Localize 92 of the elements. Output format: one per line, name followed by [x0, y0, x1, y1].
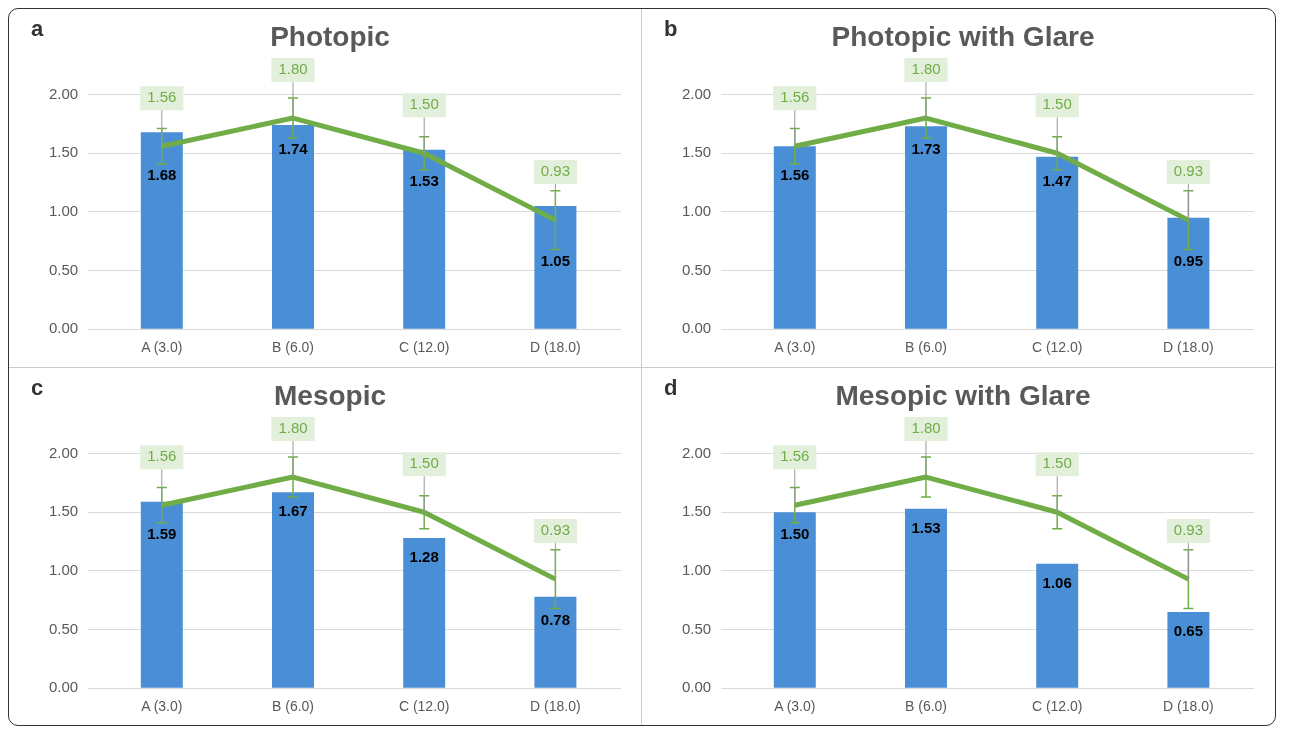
bar	[1167, 611, 1210, 688]
data-label: 1.59	[147, 524, 177, 542]
text: d	[664, 374, 678, 400]
data-label: 1.68	[147, 165, 177, 183]
data-label: 1.67	[278, 501, 308, 519]
y-tick-label: 1.50	[48, 143, 79, 161]
data-label: 0.78	[540, 610, 570, 628]
y-tick-label: 1.00	[681, 202, 712, 220]
data-label: 1.53	[409, 171, 439, 189]
bar	[140, 501, 183, 688]
bar	[272, 125, 314, 329]
data-label: 1.74	[278, 140, 309, 158]
data-label: 1.50	[1042, 95, 1072, 113]
y-tick-label: 0.50	[681, 619, 712, 637]
data-label: 1.56	[780, 165, 810, 183]
y-tick-label: 0.50	[681, 260, 712, 278]
text: a	[31, 16, 44, 42]
x-tick-label: A (3.0)	[774, 697, 816, 714]
bar	[534, 596, 577, 688]
bar	[773, 511, 816, 688]
chart-title: Mesopic with Glare	[835, 379, 1091, 411]
data-label: 0.95	[1173, 251, 1203, 269]
x-tick-label: B (6.0)	[271, 339, 314, 356]
bar	[905, 508, 947, 688]
bar	[534, 206, 577, 329]
y-tick-label: 0.50	[48, 260, 79, 278]
y-tick-label: 1.00	[48, 202, 79, 220]
x-tick-label: B (6.0)	[904, 697, 947, 714]
y-tick-label: 0.00	[681, 677, 712, 695]
data-label: 0.93	[1173, 520, 1203, 538]
data-label: 0.65	[1173, 621, 1203, 639]
chart-title: Photopic with Glare	[831, 20, 1095, 52]
bar	[140, 132, 183, 329]
data-label: 1.28	[409, 547, 439, 565]
x-tick-label: C (12.0)	[398, 697, 450, 714]
x-tick-label: B (6.0)	[271, 697, 314, 714]
data-label: 1.53	[911, 518, 941, 536]
bar	[403, 149, 446, 329]
y-tick-label: 1.50	[681, 501, 712, 519]
data-label: 1.56	[780, 446, 810, 464]
data-label: 1.50	[1042, 453, 1072, 471]
bar	[403, 537, 446, 688]
data-label: 1.80	[278, 60, 308, 78]
data-label: 0.93	[540, 520, 570, 538]
data-label: 1.73	[911, 140, 941, 158]
data-label: 1.50	[780, 524, 810, 542]
y-tick-label: 0.00	[48, 677, 79, 695]
y-tick-label: 0.00	[48, 319, 79, 337]
y-tick-label: 1.50	[681, 143, 712, 161]
bar	[905, 126, 947, 329]
x-tick-label: D (18.0)	[530, 697, 581, 714]
y-tick-label: 0.50	[48, 619, 79, 637]
y-tick-label: 1.00	[681, 560, 712, 578]
bar	[272, 491, 314, 688]
bar	[773, 146, 816, 329]
text: c	[31, 374, 44, 400]
y-tick-label: 2.00	[48, 443, 79, 461]
data-label: 1.05	[540, 251, 570, 269]
x-tick-label: A (3.0)	[774, 339, 816, 356]
y-tick-label: 2.00	[681, 84, 712, 102]
data-label: 1.80	[911, 60, 941, 78]
chart-title: Mesopic	[273, 379, 387, 411]
chart-title: Photopic	[270, 20, 390, 52]
y-tick-label: 1.50	[48, 501, 79, 519]
x-tick-label: A (3.0)	[141, 339, 183, 356]
y-tick-label: 0.00	[681, 319, 712, 337]
x-tick-label: C (12.0)	[1031, 339, 1083, 356]
x-tick-label: A (3.0)	[141, 697, 183, 714]
text: b	[664, 16, 678, 42]
data-label: 1.06	[1042, 573, 1072, 591]
x-tick-label: B (6.0)	[904, 339, 947, 356]
x-tick-label: C (12.0)	[1031, 697, 1083, 714]
y-tick-label: 2.00	[48, 84, 79, 102]
bar	[1036, 156, 1079, 329]
bar	[1167, 217, 1210, 329]
data-label: 1.50	[409, 95, 439, 113]
data-label: 1.80	[911, 418, 941, 436]
x-tick-label: C (12.0)	[398, 339, 450, 356]
x-tick-label: D (18.0)	[1163, 697, 1214, 714]
x-tick-label: D (18.0)	[1163, 339, 1214, 356]
data-label: 1.47	[1042, 171, 1072, 189]
y-tick-label: 1.00	[48, 560, 79, 578]
data-label: 0.93	[1173, 162, 1203, 180]
data-label: 1.56	[780, 88, 810, 106]
x-tick-label: D (18.0)	[530, 339, 581, 356]
data-label: 1.50	[409, 453, 439, 471]
data-label: 1.56	[147, 88, 177, 106]
data-label: 1.56	[147, 446, 177, 464]
bar	[1036, 563, 1079, 688]
y-tick-label: 2.00	[681, 443, 712, 461]
data-label: 0.93	[540, 162, 570, 180]
data-label: 1.80	[278, 418, 308, 436]
